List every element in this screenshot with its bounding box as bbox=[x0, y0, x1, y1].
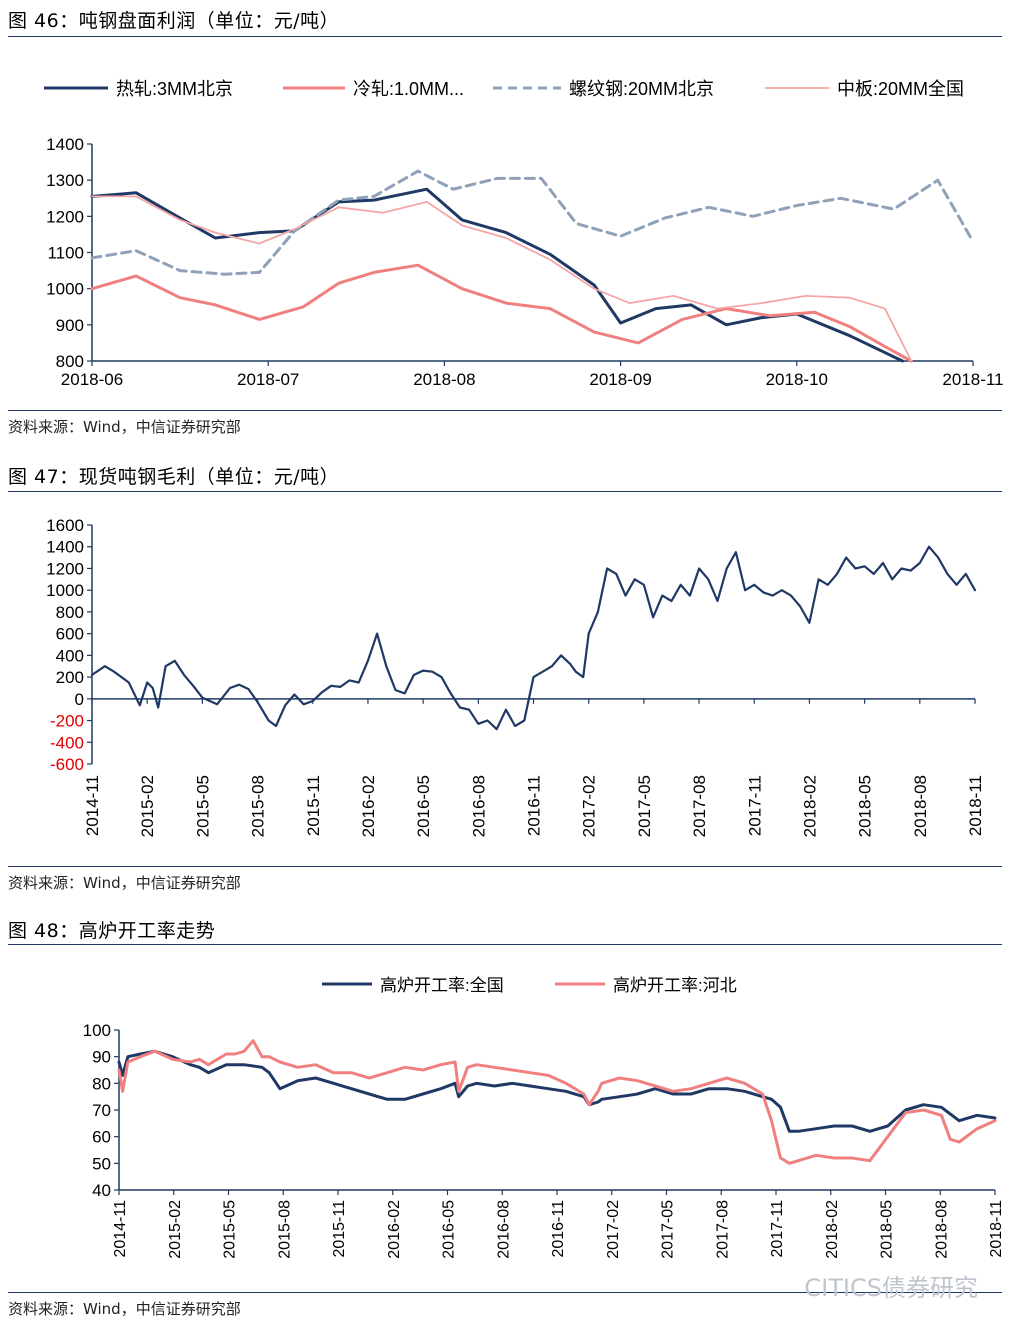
figure-46-source: 资料来源：Wind，中信证券研究部 bbox=[8, 418, 241, 436]
x-tick-label: 2017-08 bbox=[690, 775, 709, 837]
x-tick-label: 2015-05 bbox=[193, 775, 212, 837]
x-tick-label: 2018-07 bbox=[237, 370, 299, 389]
x-tick-label: 2018-08 bbox=[933, 1200, 950, 1259]
x-tick-label: 2014-11 bbox=[83, 775, 102, 836]
y-tick-label: 60 bbox=[92, 1128, 111, 1147]
x-tick-label: 2017-11 bbox=[745, 775, 764, 836]
y-tick-label: 800 bbox=[56, 603, 84, 622]
figure-48-source: 资料来源：Wind，中信证券研究部 bbox=[8, 1300, 241, 1318]
x-tick-label: 2015-08 bbox=[249, 775, 268, 837]
y-tick-label: 80 bbox=[92, 1074, 111, 1093]
x-tick-label: 2016-05 bbox=[414, 775, 433, 837]
legend-label-3: 中板:20MM全国 bbox=[837, 79, 964, 99]
y-tick-label: 70 bbox=[92, 1101, 111, 1120]
series-line-0 bbox=[90, 545, 977, 731]
watermark: CITICS债券研究 bbox=[804, 1274, 978, 1302]
x-tick-label: 2016-08 bbox=[495, 1200, 512, 1259]
x-tick-label: 2017-08 bbox=[714, 1200, 731, 1259]
series-line-1 bbox=[117, 1039, 997, 1165]
x-tick-label: 2016-02 bbox=[386, 1200, 403, 1259]
x-tick-label: 2018-05 bbox=[879, 1200, 896, 1259]
series-line-0 bbox=[90, 187, 904, 363]
x-tick-label: 2018-09 bbox=[589, 370, 651, 389]
series-line-2 bbox=[90, 169, 975, 276]
x-tick-label: 2016-11 bbox=[525, 775, 544, 836]
series-line-1 bbox=[90, 263, 913, 363]
x-tick-label: 2018-05 bbox=[856, 775, 875, 837]
x-tick-label: 2016-11 bbox=[550, 1200, 567, 1258]
y-tick-label: 1300 bbox=[46, 171, 84, 190]
source-rule bbox=[8, 866, 1002, 867]
x-tick-label: 2018-02 bbox=[800, 775, 819, 837]
x-tick-label: 2015-11 bbox=[331, 1200, 348, 1258]
title-rule bbox=[8, 944, 1002, 945]
x-tick-label: 2016-05 bbox=[441, 1200, 458, 1259]
x-tick-label: 2018-11 bbox=[966, 775, 985, 836]
y-tick-label: 900 bbox=[56, 316, 84, 335]
y-tick-label: 200 bbox=[56, 668, 84, 687]
legend-label-1: 高炉开工率:河北 bbox=[613, 976, 737, 995]
x-tick-label: 2017-02 bbox=[605, 1200, 622, 1259]
legend-label-0: 热轧:3MM北京 bbox=[116, 79, 233, 99]
x-tick-label: 2018-02 bbox=[824, 1200, 841, 1259]
legend-label-0: 高炉开工率:全国 bbox=[380, 976, 504, 995]
figure-47-title: 图 47：现货吨钢毛利（单位：元/吨） bbox=[8, 466, 340, 488]
y-tick-label: 1400 bbox=[46, 135, 84, 154]
chart-48: 40 50 60 70 80 90 100 2014-11 2015-02 2015-05 2015… bbox=[83, 976, 1005, 1259]
y-tick-label: 0 bbox=[75, 690, 84, 709]
title-rule bbox=[8, 491, 1002, 492]
y-tick-label: 1100 bbox=[47, 244, 84, 263]
figure-47-source: 资料来源：Wind，中信证券研究部 bbox=[8, 874, 241, 892]
chart-46: 800 900 1000 1100 1200 1300 1400 2018-06 2018-07… bbox=[44, 79, 1004, 389]
x-tick-label: 2017-11 bbox=[769, 1200, 786, 1258]
y-tick-label: 100 bbox=[83, 1021, 111, 1040]
source-rule bbox=[8, 1292, 1002, 1293]
x-tick-label: 2018-11 bbox=[942, 370, 1003, 389]
legend-label-2: 螺纹钢:20MM北京 bbox=[569, 79, 714, 99]
x-tick-label: 2018-08 bbox=[413, 370, 475, 389]
y-tick-label: 90 bbox=[92, 1048, 111, 1067]
y-tick-label: 1200 bbox=[46, 207, 84, 226]
y-tick-label: 800 bbox=[56, 352, 84, 371]
legend-label-1: 冷轧:1.0MM... bbox=[353, 79, 464, 99]
y-tick-label: 1000 bbox=[46, 280, 84, 299]
y-tick-label: 400 bbox=[56, 646, 84, 665]
y-tick-label: 600 bbox=[56, 625, 84, 644]
x-tick-label: 2018-11 bbox=[988, 1200, 1005, 1258]
title-rule bbox=[8, 36, 1002, 37]
y-tick-label: 1400 bbox=[46, 538, 84, 557]
x-tick-label: 2016-08 bbox=[469, 775, 488, 837]
x-tick-label: 2017-05 bbox=[635, 775, 654, 837]
y-tick-label: 50 bbox=[92, 1154, 111, 1173]
x-tick-label: 2014-11 bbox=[112, 1200, 129, 1258]
x-tick-label: 2015-11 bbox=[304, 775, 323, 836]
y-tick-label: 1600 bbox=[46, 516, 84, 535]
x-tick-label: 2015-08 bbox=[276, 1200, 293, 1259]
series-line-3 bbox=[91, 195, 913, 362]
x-tick-label: 2015-02 bbox=[167, 1200, 184, 1259]
chart-47: -600 -400 -200 0 200 400 600 800 1000 1200 1400 160… bbox=[46, 516, 985, 837]
x-tick-label: 2018-08 bbox=[911, 775, 930, 837]
series-line-0 bbox=[117, 1049, 997, 1133]
source-rule bbox=[8, 410, 1002, 411]
x-tick-label: 2018-06 bbox=[61, 370, 123, 389]
y-tick-label: 1000 bbox=[46, 581, 84, 600]
figure-46-title: 图 46：吨钢盘面利润（单位：元/吨） bbox=[8, 10, 340, 32]
x-tick-label: 2015-05 bbox=[222, 1200, 239, 1259]
y-tick-label: 1200 bbox=[46, 559, 84, 578]
x-tick-label: 2018-10 bbox=[766, 370, 828, 389]
x-tick-label: 2016-02 bbox=[359, 775, 378, 837]
figure-48-title: 图 48：高炉开工率走势 bbox=[8, 920, 216, 942]
y-tick-label: -200 bbox=[50, 712, 84, 731]
y-tick-label: 40 bbox=[92, 1181, 111, 1200]
x-tick-label: 2017-05 bbox=[660, 1200, 677, 1259]
x-tick-label: 2017-02 bbox=[580, 775, 599, 837]
x-tick-label: 2015-02 bbox=[138, 775, 157, 837]
y-tick-label: -600 bbox=[50, 755, 84, 774]
y-tick-label: -400 bbox=[50, 733, 84, 752]
